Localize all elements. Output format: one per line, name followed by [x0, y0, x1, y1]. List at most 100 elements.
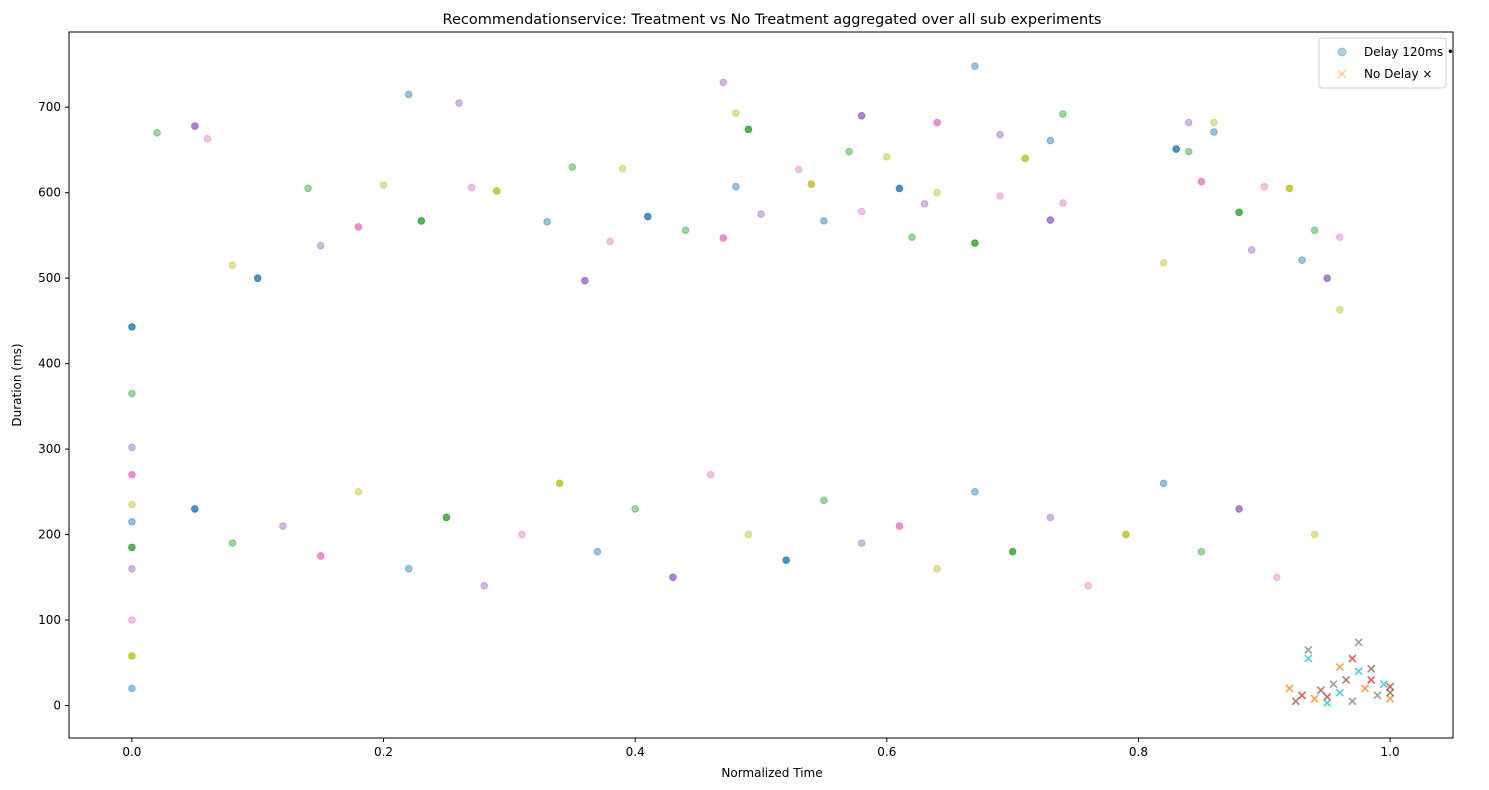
data-point-delay: [996, 130, 1004, 139]
data-point-delay: [1122, 530, 1130, 539]
data-point-no-delay: [1316, 686, 1325, 695]
data-point-delay: [857, 539, 866, 547]
data-point-delay: [744, 125, 753, 134]
data-point-no-delay: [1354, 667, 1363, 676]
chart-title: Recommendationservice: Treatment vs No T…: [443, 12, 1102, 28]
data-point-delay: [354, 223, 363, 231]
data-point-delay: [1310, 226, 1319, 235]
data-point-delay: [404, 564, 413, 573]
data-point-delay: [820, 496, 828, 505]
data-point-delay: [757, 210, 765, 218]
data-point-delay: [354, 488, 363, 496]
x-tick-label: 0.2: [374, 745, 393, 759]
data-point-no-delay: [1379, 680, 1388, 689]
data-point-delay: [820, 217, 828, 225]
data-point-delay: [1184, 118, 1193, 127]
data-point-no-delay: [1297, 691, 1307, 700]
data-point-delay: [807, 180, 816, 188]
data-point-no-delay: [1386, 682, 1395, 691]
y-tick-label: 600: [38, 186, 61, 200]
data-point-delay: [128, 652, 136, 660]
data-point-delay: [1310, 530, 1319, 539]
data-point-delay: [933, 118, 941, 127]
data-point-no-delay: [1341, 675, 1351, 684]
data-point-delay: [1084, 582, 1092, 590]
legend-frame: [1318, 37, 1447, 89]
data-point-delay: [467, 183, 476, 192]
data-point-delay: [618, 164, 627, 173]
data-point-delay: [1235, 505, 1243, 513]
legend: Delay 120ms • No Delay ×: [1318, 37, 1454, 89]
y-tick-label: 700: [38, 100, 61, 114]
data-point-no-delay: [1367, 664, 1376, 673]
data-point-delay: [681, 226, 690, 235]
y-tick-label: 500: [38, 271, 61, 285]
data-point-delay: [794, 165, 803, 174]
legend-marker-delay: [1337, 47, 1347, 57]
data-point-no-delay: [1348, 654, 1357, 663]
data-point-delay: [316, 241, 325, 250]
data-point-delay: [1021, 154, 1030, 163]
data-point-no-delay: [1335, 662, 1344, 672]
data-point-delay: [1184, 147, 1193, 156]
data-point-delay: [1210, 118, 1218, 127]
data-point-delay: [606, 237, 614, 246]
data-point-delay: [279, 522, 287, 530]
data-point-delay: [706, 470, 715, 479]
data-point-no-delay: [1354, 638, 1363, 647]
y-axis-ticks: 0 100 200 300 400 500 600 700: [38, 100, 69, 713]
y-axis-label: Duration (ms): [10, 343, 24, 426]
data-point-delay: [669, 573, 677, 582]
data-point-delay: [203, 135, 212, 143]
data-point-delay: [191, 505, 199, 513]
data-point-delay: [1335, 233, 1344, 241]
data-point-delay: [996, 192, 1004, 200]
data-point-delay: [455, 99, 463, 107]
data-point-delay: [845, 147, 853, 156]
data-point-delay: [908, 233, 916, 241]
data-point-delay: [404, 90, 413, 99]
data-point-delay: [1335, 305, 1344, 314]
data-point-no-delay: [1285, 684, 1294, 693]
data-point-delay: [732, 182, 740, 191]
data-point-delay: [480, 582, 489, 590]
data-point-delay: [253, 274, 262, 282]
data-point-delay: [1172, 145, 1180, 153]
data-point-delay: [1323, 274, 1331, 282]
data-point-delay: [895, 184, 904, 193]
data-point-delay: [1046, 513, 1055, 522]
data-point-delay: [719, 234, 728, 242]
data-point-delay: [719, 78, 728, 87]
data-point-delay: [857, 207, 866, 216]
data-point-delay: [518, 530, 526, 539]
data-point-delay: [316, 552, 325, 560]
data-point-delay: [128, 389, 136, 398]
data-point-delay: [228, 261, 237, 270]
data-point-no-delay: [1291, 697, 1300, 706]
y-tick-label: 100: [38, 613, 61, 627]
data-point-delay: [304, 184, 312, 193]
data-point-no-delay: [1335, 688, 1344, 697]
data-point-no-delay: [1323, 692, 1332, 702]
data-point-no-delay: [1373, 691, 1382, 700]
data-point-delay: [128, 684, 136, 693]
data-point-delay: [1046, 216, 1055, 224]
data-point-delay: [128, 470, 136, 479]
data-point-delay: [971, 488, 979, 496]
data-point-delay: [1059, 199, 1067, 207]
data-point-no-delay: [1304, 654, 1313, 663]
data-point-delay: [643, 212, 652, 221]
data-point-delay: [1059, 110, 1067, 118]
data-point-delay: [1298, 256, 1306, 265]
data-point-delay: [744, 530, 753, 539]
data-point-delay: [1247, 246, 1256, 254]
data-point-delay: [933, 188, 941, 197]
y-tick-label: 0: [53, 699, 61, 713]
legend-label-no-delay: No Delay ×: [1364, 67, 1432, 81]
data-point-delay: [492, 187, 501, 195]
data-point-delay: [1008, 547, 1017, 556]
data-point-delay: [895, 522, 904, 530]
data-point-no-delay: [1329, 680, 1338, 689]
data-point-delay: [631, 505, 639, 513]
